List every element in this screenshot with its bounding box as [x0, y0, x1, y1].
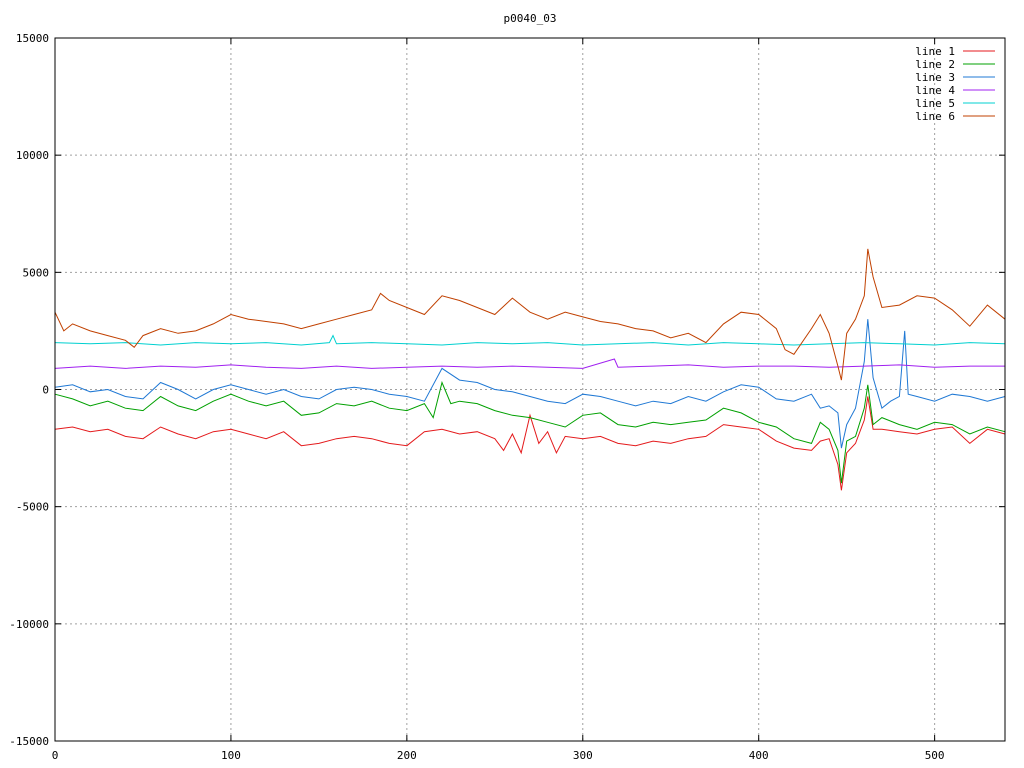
series-line-2: [54, 380, 1006, 484]
y-tick-label: 0: [42, 384, 49, 397]
x-tick-label: 0: [52, 749, 59, 762]
series-line-5: [54, 334, 1006, 346]
series-lines: [54, 248, 1006, 491]
y-tick-label: -10000: [9, 618, 49, 631]
y-tick-label: 5000: [23, 266, 50, 279]
legend-label: line 6: [915, 110, 955, 123]
x-tick-label: 500: [925, 749, 945, 762]
axis-ticks: 0 100 200 300 400 500 -15000 -10000 -5000 0 5000 10…: [9, 32, 1005, 762]
x-tick-label: 400: [749, 749, 769, 762]
series-line-1: [54, 396, 1006, 491]
y-tick-label: -5000: [16, 501, 49, 514]
legend-label: line 5: [915, 97, 955, 110]
y-tick-label: -15000: [9, 735, 49, 748]
series-line-4: [54, 358, 1005, 369]
x-tick-label: 100: [221, 749, 241, 762]
grid-lines: [55, 38, 1005, 741]
y-tick-label: 15000: [16, 32, 49, 45]
series-line-3: [54, 319, 1006, 449]
legend-label: line 2: [915, 58, 955, 71]
x-tick-label: 200: [397, 749, 417, 762]
series-line-6: [54, 248, 1006, 381]
legend-label: line 3: [915, 71, 955, 84]
legend-label: line 4: [915, 84, 955, 97]
legend-label: line 1: [915, 45, 955, 58]
chart-title: p0040_03: [504, 12, 557, 25]
x-tick-label: 300: [573, 749, 593, 762]
y-tick-label: 10000: [16, 149, 49, 162]
